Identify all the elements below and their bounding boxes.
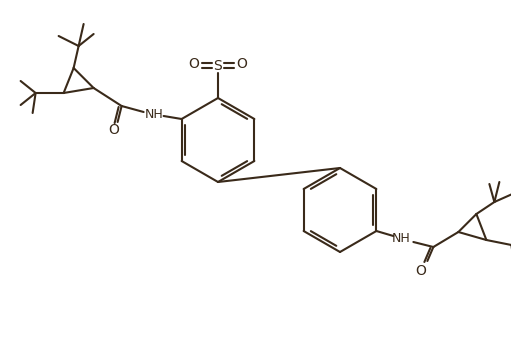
Text: O: O [189,57,199,71]
Text: O: O [415,264,426,278]
Text: NH: NH [392,233,411,245]
Text: O: O [108,123,119,137]
Text: S: S [214,59,222,73]
Text: O: O [237,57,247,71]
Text: NH: NH [144,107,163,120]
